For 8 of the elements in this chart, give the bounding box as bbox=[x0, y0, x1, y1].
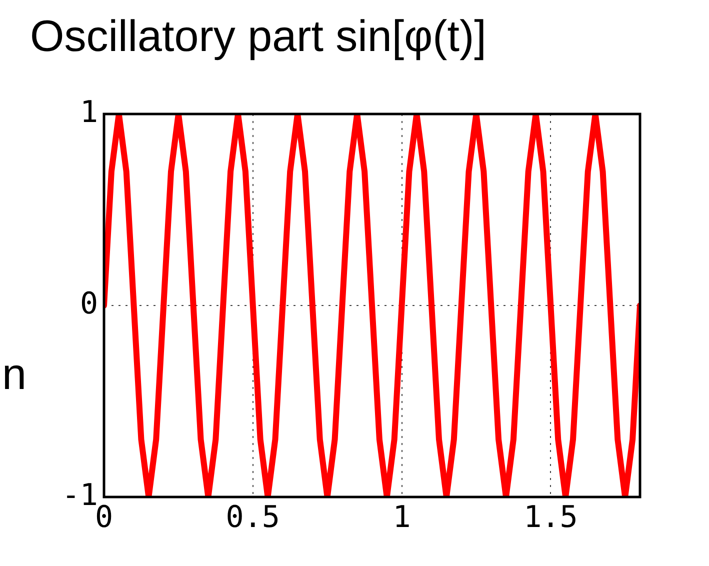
x-tick-label: 1 bbox=[392, 500, 411, 535]
chart-title: Oscillatory part sin[φ(t)] bbox=[30, 12, 486, 62]
y-tick-label: -1 bbox=[62, 478, 98, 513]
text: n bbox=[2, 350, 26, 400]
y-tick-label: 1 bbox=[80, 94, 98, 130]
x-tick-label: 0.5 bbox=[226, 500, 280, 535]
x-tick-label: 1.5 bbox=[524, 500, 578, 535]
y-tick-label: 0 bbox=[80, 286, 98, 322]
